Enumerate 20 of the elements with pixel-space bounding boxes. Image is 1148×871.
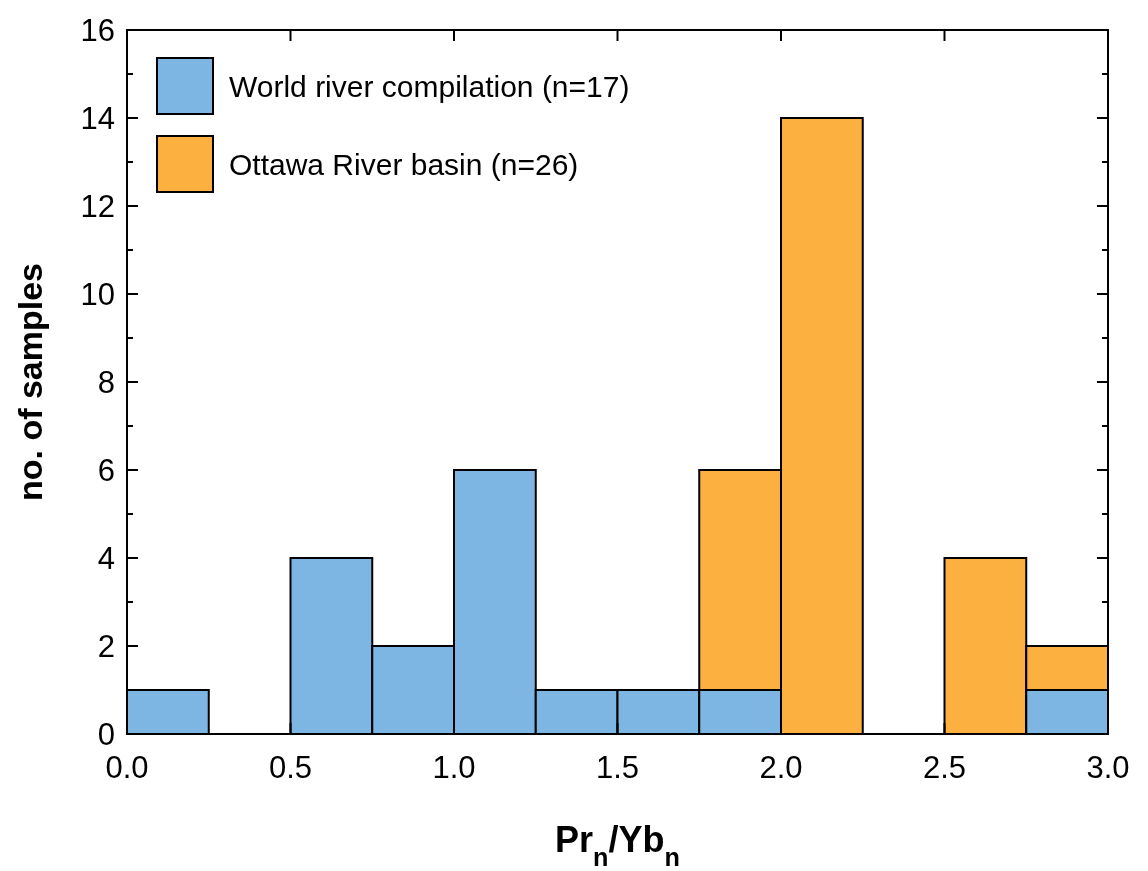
x-tick-label: 1.0 <box>432 750 476 785</box>
y-tick-label: 12 <box>80 189 115 224</box>
x-tick-label: 3.0 <box>1086 750 1130 785</box>
x-tick-label: 0.0 <box>105 750 149 785</box>
y-tick-label: 2 <box>97 629 115 664</box>
x-tick-label: 1.5 <box>595 750 640 785</box>
legend-label: World river compilation (n=17) <box>229 70 630 103</box>
y-axis-title: no. of samples <box>11 262 49 502</box>
x-tick-label: 2.5 <box>922 750 967 785</box>
y-tick-label: 10 <box>80 277 115 312</box>
y-tick-label: 8 <box>97 365 115 400</box>
y-tick-label: 6 <box>97 453 115 488</box>
x-axis-title: Pr$_{n}$/Yb$_{n}$ <box>555 819 680 871</box>
y-tick-label: 16 <box>80 13 115 48</box>
y-tick-label: 4 <box>97 541 115 576</box>
legend-label: Ottawa River basin (n=26) <box>229 148 579 181</box>
x-tick-label: 2.0 <box>759 750 803 785</box>
y-tick-label: 14 <box>80 101 115 136</box>
y-tick-label: 0 <box>97 717 115 752</box>
x-tick-label: 0.5 <box>268 750 313 785</box>
